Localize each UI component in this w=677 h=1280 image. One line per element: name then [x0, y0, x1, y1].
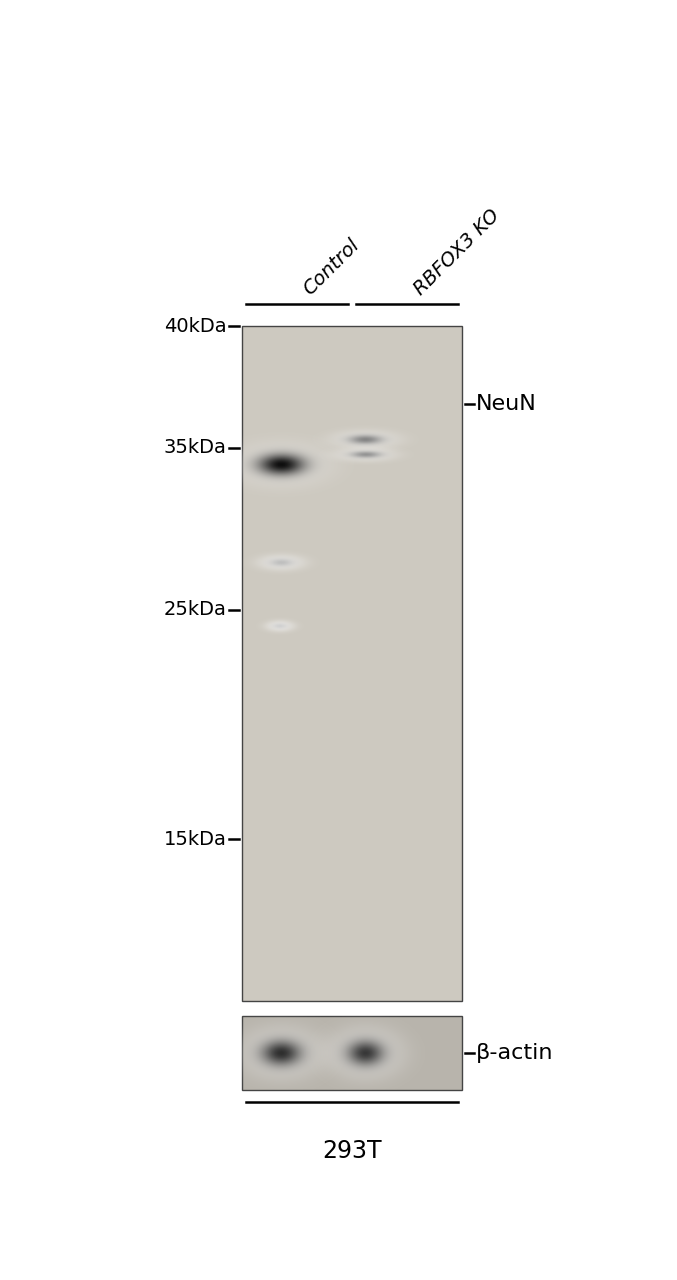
Text: β-actin: β-actin — [475, 1043, 553, 1062]
Text: NeuN: NeuN — [475, 394, 536, 413]
Text: Control: Control — [300, 236, 363, 298]
Text: 35kDa: 35kDa — [163, 438, 226, 457]
Text: 40kDa: 40kDa — [164, 316, 226, 335]
Text: 15kDa: 15kDa — [163, 829, 226, 849]
Bar — [242, 1016, 462, 1089]
Text: RBFOX3 KO: RBFOX3 KO — [410, 205, 503, 298]
Bar — [242, 326, 462, 1001]
Text: 293T: 293T — [322, 1139, 382, 1164]
Text: 25kDa: 25kDa — [163, 600, 226, 620]
